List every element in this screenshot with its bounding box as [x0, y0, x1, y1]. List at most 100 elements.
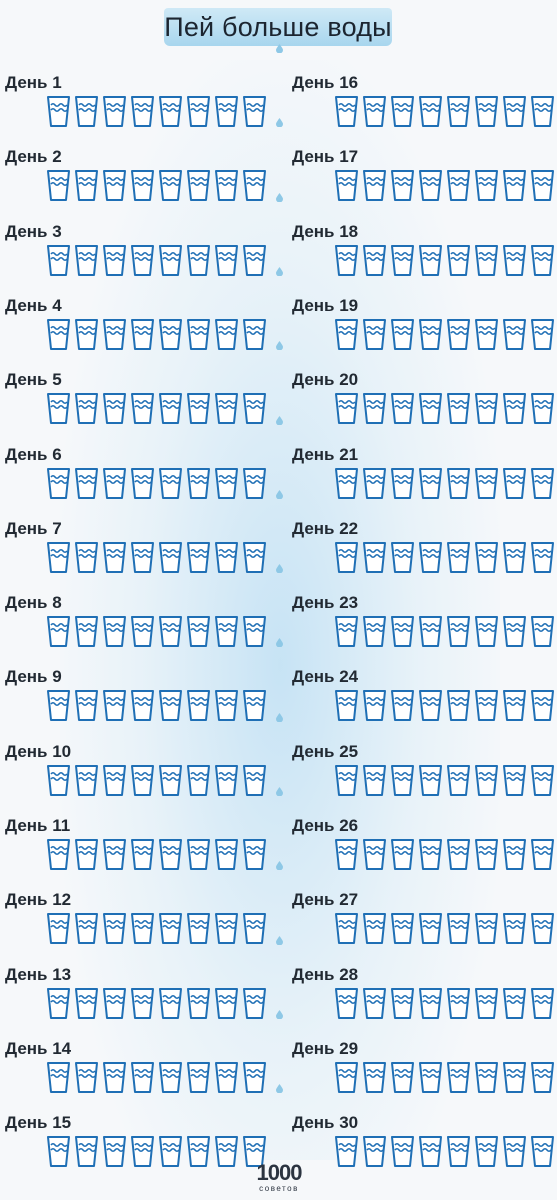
water-glass-icon[interactable]	[130, 987, 155, 1020]
water-glass-icon[interactable]	[186, 987, 211, 1020]
water-glass-icon[interactable]	[334, 689, 359, 722]
water-glass-icon[interactable]	[390, 95, 415, 128]
water-glass-icon[interactable]	[186, 467, 211, 500]
water-glass-icon[interactable]	[74, 615, 99, 648]
water-glass-icon[interactable]	[334, 244, 359, 277]
water-glass-icon[interactable]	[242, 392, 267, 425]
water-glass-icon[interactable]	[474, 764, 499, 797]
water-glass-icon[interactable]	[334, 392, 359, 425]
water-glass-icon[interactable]	[418, 318, 443, 351]
water-glass-icon[interactable]	[530, 392, 555, 425]
water-glass-icon[interactable]	[158, 912, 183, 945]
water-glass-icon[interactable]	[390, 169, 415, 202]
water-glass-icon[interactable]	[334, 615, 359, 648]
water-glass-icon[interactable]	[418, 244, 443, 277]
water-glass-icon[interactable]	[74, 912, 99, 945]
water-glass-icon[interactable]	[214, 615, 239, 648]
water-glass-icon[interactable]	[158, 318, 183, 351]
water-glass-icon[interactable]	[362, 392, 387, 425]
water-glass-icon[interactable]	[390, 1061, 415, 1094]
water-glass-icon[interactable]	[390, 467, 415, 500]
water-glass-icon[interactable]	[418, 987, 443, 1020]
water-glass-icon[interactable]	[418, 838, 443, 871]
water-glass-icon[interactable]	[334, 987, 359, 1020]
water-glass-icon[interactable]	[214, 912, 239, 945]
water-glass-icon[interactable]	[390, 244, 415, 277]
water-glass-icon[interactable]	[362, 987, 387, 1020]
water-glass-icon[interactable]	[158, 987, 183, 1020]
water-glass-icon[interactable]	[474, 467, 499, 500]
water-glass-icon[interactable]	[502, 912, 527, 945]
water-glass-icon[interactable]	[446, 912, 471, 945]
water-glass-icon[interactable]	[46, 541, 71, 574]
water-glass-icon[interactable]	[46, 467, 71, 500]
water-glass-icon[interactable]	[334, 318, 359, 351]
water-glass-icon[interactable]	[130, 392, 155, 425]
water-glass-icon[interactable]	[214, 764, 239, 797]
water-glass-icon[interactable]	[334, 764, 359, 797]
water-glass-icon[interactable]	[46, 1061, 71, 1094]
water-glass-icon[interactable]	[502, 169, 527, 202]
water-glass-icon[interactable]	[242, 318, 267, 351]
water-glass-icon[interactable]	[130, 467, 155, 500]
water-glass-icon[interactable]	[186, 95, 211, 128]
water-glass-icon[interactable]	[474, 169, 499, 202]
water-glass-icon[interactable]	[102, 244, 127, 277]
water-glass-icon[interactable]	[362, 838, 387, 871]
water-glass-icon[interactable]	[242, 987, 267, 1020]
water-glass-icon[interactable]	[334, 838, 359, 871]
water-glass-icon[interactable]	[74, 541, 99, 574]
water-glass-icon[interactable]	[214, 392, 239, 425]
water-glass-icon[interactable]	[130, 95, 155, 128]
water-glass-icon[interactable]	[446, 244, 471, 277]
water-glass-icon[interactable]	[102, 1061, 127, 1094]
water-glass-icon[interactable]	[214, 689, 239, 722]
water-glass-icon[interactable]	[474, 244, 499, 277]
water-glass-icon[interactable]	[102, 467, 127, 500]
water-glass-icon[interactable]	[102, 95, 127, 128]
water-glass-icon[interactable]	[186, 541, 211, 574]
water-glass-icon[interactable]	[46, 838, 71, 871]
water-glass-icon[interactable]	[186, 1135, 211, 1168]
water-glass-icon[interactable]	[446, 689, 471, 722]
water-glass-icon[interactable]	[530, 467, 555, 500]
water-glass-icon[interactable]	[214, 987, 239, 1020]
water-glass-icon[interactable]	[334, 95, 359, 128]
water-glass-icon[interactable]	[418, 392, 443, 425]
water-glass-icon[interactable]	[158, 467, 183, 500]
water-glass-icon[interactable]	[390, 689, 415, 722]
water-glass-icon[interactable]	[362, 689, 387, 722]
water-glass-icon[interactable]	[446, 764, 471, 797]
water-glass-icon[interactable]	[46, 95, 71, 128]
water-glass-icon[interactable]	[502, 95, 527, 128]
water-glass-icon[interactable]	[474, 1061, 499, 1094]
water-glass-icon[interactable]	[362, 1061, 387, 1094]
water-glass-icon[interactable]	[390, 987, 415, 1020]
water-glass-icon[interactable]	[158, 244, 183, 277]
water-glass-icon[interactable]	[530, 838, 555, 871]
water-glass-icon[interactable]	[418, 1061, 443, 1094]
water-glass-icon[interactable]	[242, 244, 267, 277]
water-glass-icon[interactable]	[446, 987, 471, 1020]
water-glass-icon[interactable]	[46, 318, 71, 351]
water-glass-icon[interactable]	[102, 689, 127, 722]
water-glass-icon[interactable]	[242, 764, 267, 797]
water-glass-icon[interactable]	[46, 689, 71, 722]
water-glass-icon[interactable]	[390, 541, 415, 574]
water-glass-icon[interactable]	[74, 1135, 99, 1168]
water-glass-icon[interactable]	[130, 689, 155, 722]
water-glass-icon[interactable]	[242, 169, 267, 202]
water-glass-icon[interactable]	[502, 615, 527, 648]
water-glass-icon[interactable]	[102, 318, 127, 351]
water-glass-icon[interactable]	[46, 764, 71, 797]
water-glass-icon[interactable]	[530, 912, 555, 945]
water-glass-icon[interactable]	[158, 95, 183, 128]
water-glass-icon[interactable]	[130, 838, 155, 871]
water-glass-icon[interactable]	[474, 318, 499, 351]
water-glass-icon[interactable]	[242, 95, 267, 128]
water-glass-icon[interactable]	[418, 615, 443, 648]
water-glass-icon[interactable]	[334, 467, 359, 500]
water-glass-icon[interactable]	[446, 838, 471, 871]
water-glass-icon[interactable]	[390, 318, 415, 351]
water-glass-icon[interactable]	[74, 244, 99, 277]
